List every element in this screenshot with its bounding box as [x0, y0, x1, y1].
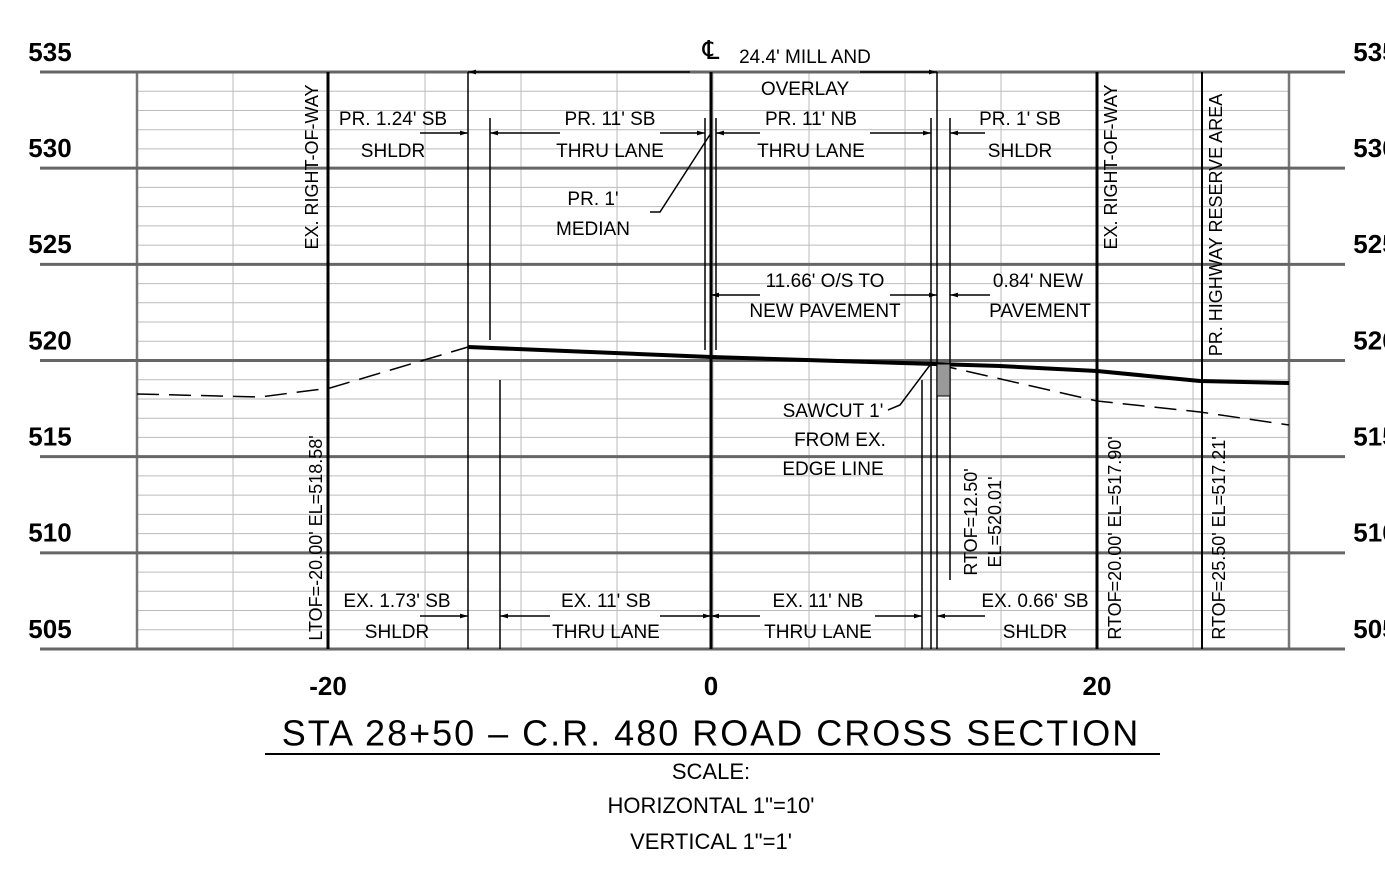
vertical-label: RTOF=20.00' EL=517.90': [1105, 436, 1125, 639]
leader: [650, 132, 712, 213]
sawcut: [936, 363, 951, 397]
elevation-label: 530: [28, 133, 71, 163]
label: SHLDR: [361, 141, 425, 162]
structure-lines: [326, 72, 1203, 649]
elevation-label: 515: [1353, 422, 1385, 452]
vertical-label: PR. HIGHWAY RESERVE AREA: [1206, 94, 1226, 356]
elevation-label: 510: [28, 518, 71, 548]
leader: [887, 364, 931, 411]
label: EX. 11' SB: [561, 591, 651, 612]
label: FROM EX.: [794, 430, 886, 451]
label: PR. 1': [567, 189, 618, 210]
label: PR. 11' NB: [765, 109, 857, 130]
existing-profile: [934, 363, 1290, 426]
label: OVERLAY: [761, 79, 850, 100]
label: 24.4' MILL AND: [739, 47, 871, 68]
vertical-label: LTOF=-20.00' EL=518.58': [306, 435, 326, 640]
label: MEDIAN: [556, 219, 630, 240]
label: SHLDR: [365, 622, 429, 643]
label: THRU LANE: [552, 622, 660, 643]
elevation-label: 525: [1353, 229, 1385, 259]
vertical-label: RTOF=25.50' EL=517.21': [1209, 436, 1229, 639]
vertical-label: EL=520.01': [985, 476, 1005, 567]
elevation-label: 510: [1353, 518, 1385, 548]
label: 0.84' NEW: [993, 271, 1083, 292]
label: SHLDR: [1003, 622, 1067, 643]
label: SAWCUT 1': [783, 401, 884, 422]
elevation-label: 505: [28, 614, 71, 644]
dimension-arrows: [420, 69, 990, 619]
scale: SCALE:: [672, 759, 750, 784]
offset-label: 0: [704, 671, 718, 701]
vertical-label: EX. RIGHT-OF-WAY: [1101, 85, 1121, 250]
label: SHLDR: [988, 141, 1052, 162]
scale: HORIZONTAL 1"=10': [607, 793, 814, 818]
label: THRU LANE: [757, 141, 865, 162]
label: PR. 1' SB: [979, 109, 1061, 130]
label: NEW PAVEMENT: [749, 301, 901, 322]
label: EDGE LINE: [782, 459, 883, 480]
label: THRU LANE: [556, 141, 664, 162]
vertical-label: RTOF=12.50': [961, 468, 981, 575]
label: 11.66' O/S TO: [766, 271, 885, 292]
scale: VERTICAL 1"=1': [630, 829, 792, 854]
elevation-label: 535: [1353, 37, 1385, 67]
elevation-label: 520: [1353, 325, 1385, 355]
title: STA 28+50 – C.R. 480 ROAD CROSS SECTION: [282, 713, 1141, 754]
label: PR. 11' SB: [565, 109, 656, 130]
label: THRU LANE: [764, 622, 872, 643]
proposed-profile: [467, 345, 1290, 385]
label: EX. 0.66' SB: [981, 591, 1088, 612]
elevation-label: 520: [28, 325, 71, 355]
label: EX. 11' NB: [773, 591, 864, 612]
elevation-label: 530: [1353, 133, 1385, 163]
elevation-label: 515: [28, 422, 71, 452]
existing-profile: [136, 346, 469, 398]
elevation-label: 505: [1353, 614, 1385, 644]
vertical-label: EX. RIGHT-OF-WAY: [302, 85, 322, 250]
label: PAVEMENT: [989, 301, 1091, 322]
label: PR. 1.24' SB: [339, 109, 447, 130]
offset-label: -20: [309, 671, 347, 701]
elevation-label: 535: [28, 37, 71, 67]
centerline: ℄: [702, 35, 720, 65]
offset-label: 20: [1083, 671, 1112, 701]
label: EX. 1.73' SB: [343, 591, 450, 612]
elevation-label: 525: [28, 229, 71, 259]
